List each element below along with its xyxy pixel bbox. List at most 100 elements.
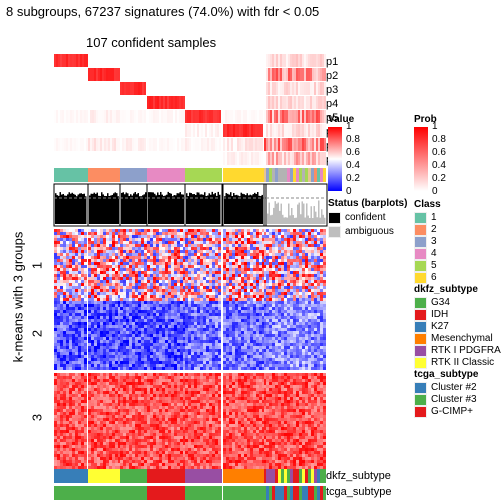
heatmap-cell	[106, 325, 109, 328]
heatmap-cell	[88, 295, 91, 298]
heatmap-cell	[126, 286, 129, 289]
plot-subtitle: 107 confident samples	[86, 35, 217, 50]
heatmap-cell	[232, 268, 235, 271]
heatmap-cell	[126, 289, 129, 292]
heatmap-cell	[168, 241, 171, 244]
heatmap-cell	[299, 229, 302, 232]
prob-cell	[175, 138, 177, 151]
prob-cell	[314, 138, 316, 151]
prob-cell	[187, 82, 189, 95]
prob-cell	[175, 68, 177, 81]
heatmap-cell	[191, 331, 194, 334]
silhouette-bar	[201, 194, 203, 224]
prob-cell	[104, 138, 106, 151]
heatmap-cell	[159, 259, 162, 262]
heatmap-cell	[103, 328, 106, 331]
prob-cell	[102, 82, 104, 95]
heatmap-cell	[94, 325, 97, 328]
heatmap-cell	[238, 262, 241, 265]
heatmap-cell	[272, 340, 275, 343]
heatmap-cell	[206, 331, 209, 334]
heatmap-cell	[232, 349, 235, 352]
heatmap-cell	[314, 232, 317, 235]
prob-cell	[296, 110, 298, 123]
heatmap-cell	[290, 331, 293, 334]
prob-cell	[72, 96, 74, 109]
prob-cell	[122, 54, 124, 67]
heatmap-cell	[159, 289, 162, 292]
prob-cell	[126, 110, 128, 123]
silhouette-bar	[318, 200, 320, 224]
prob-cell	[203, 82, 205, 95]
heatmap-cell	[264, 292, 267, 295]
heatmap-cell	[165, 343, 168, 346]
heatmap-cell	[147, 346, 150, 349]
heatmap-cell	[183, 256, 186, 259]
heatmap-cell	[275, 244, 278, 247]
heatmap-cell	[109, 301, 112, 304]
heatmap-cell	[115, 262, 118, 265]
prob-cell	[151, 152, 153, 165]
heatmap-cell	[54, 286, 57, 289]
heatmap-cell	[78, 253, 81, 256]
heatmap-cell	[103, 244, 106, 247]
silhouette-bar	[214, 192, 216, 224]
heatmap-cell	[153, 349, 156, 352]
heatmap-cell	[206, 322, 209, 325]
heatmap-cell	[135, 322, 138, 325]
heatmap-cell	[72, 229, 75, 232]
heatmap-cell	[135, 286, 138, 289]
silhouette-bar	[211, 191, 213, 224]
heatmap-cell	[320, 247, 323, 250]
heatmap-cell	[138, 349, 141, 352]
heatmap-cell	[162, 313, 165, 316]
heatmap-cell	[75, 346, 78, 349]
silhouette-bar	[56, 195, 58, 224]
silhouette-bar	[204, 192, 206, 224]
prob-cell	[151, 68, 153, 81]
heatmap-cell	[320, 334, 323, 337]
prob-cell	[243, 152, 245, 165]
prob-cell	[149, 82, 151, 95]
heatmap-cell	[188, 289, 191, 292]
prob-cell	[102, 68, 104, 81]
heatmap-cell	[238, 247, 241, 250]
heatmap-cell	[264, 313, 267, 316]
heatmap-cell	[120, 286, 123, 289]
heatmap-cell	[215, 277, 218, 280]
heatmap-cell	[308, 343, 311, 346]
heatmap-cell	[180, 229, 183, 232]
heatmap-cell	[75, 301, 78, 304]
heatmap-cell	[185, 340, 188, 343]
heatmap-cell	[191, 286, 194, 289]
heatmap-cell	[299, 268, 302, 271]
heatmap-cell	[197, 292, 200, 295]
heatmap-cell	[126, 244, 129, 247]
prob-cell	[76, 110, 78, 123]
heatmap-cell	[194, 346, 197, 349]
heatmap-cell	[103, 265, 106, 268]
prob-cell	[298, 138, 300, 151]
heatmap-cell	[311, 289, 314, 292]
heatmap-cell	[126, 274, 129, 277]
heatmap-cell	[177, 325, 180, 328]
heatmap-cell	[197, 262, 200, 265]
heatmap-cell	[209, 244, 212, 247]
heatmap-cell	[135, 250, 138, 253]
heatmap-cell	[229, 229, 232, 232]
heatmap-cell	[197, 307, 200, 310]
heatmap-cell	[100, 340, 103, 343]
heatmap-cell	[209, 340, 212, 343]
prob-cell	[197, 124, 199, 137]
heatmap-cell	[262, 250, 265, 253]
prob-cell	[96, 96, 98, 109]
prob-cell	[255, 54, 257, 67]
heatmap-cell	[259, 349, 262, 352]
heatmap-cell	[296, 316, 299, 319]
heatmap-cell	[135, 244, 138, 247]
prob-cell	[314, 124, 316, 137]
prob-cell	[187, 54, 189, 67]
heatmap-cell	[69, 295, 72, 298]
heatmap-cell	[209, 262, 212, 265]
heatmap-cell	[150, 328, 153, 331]
